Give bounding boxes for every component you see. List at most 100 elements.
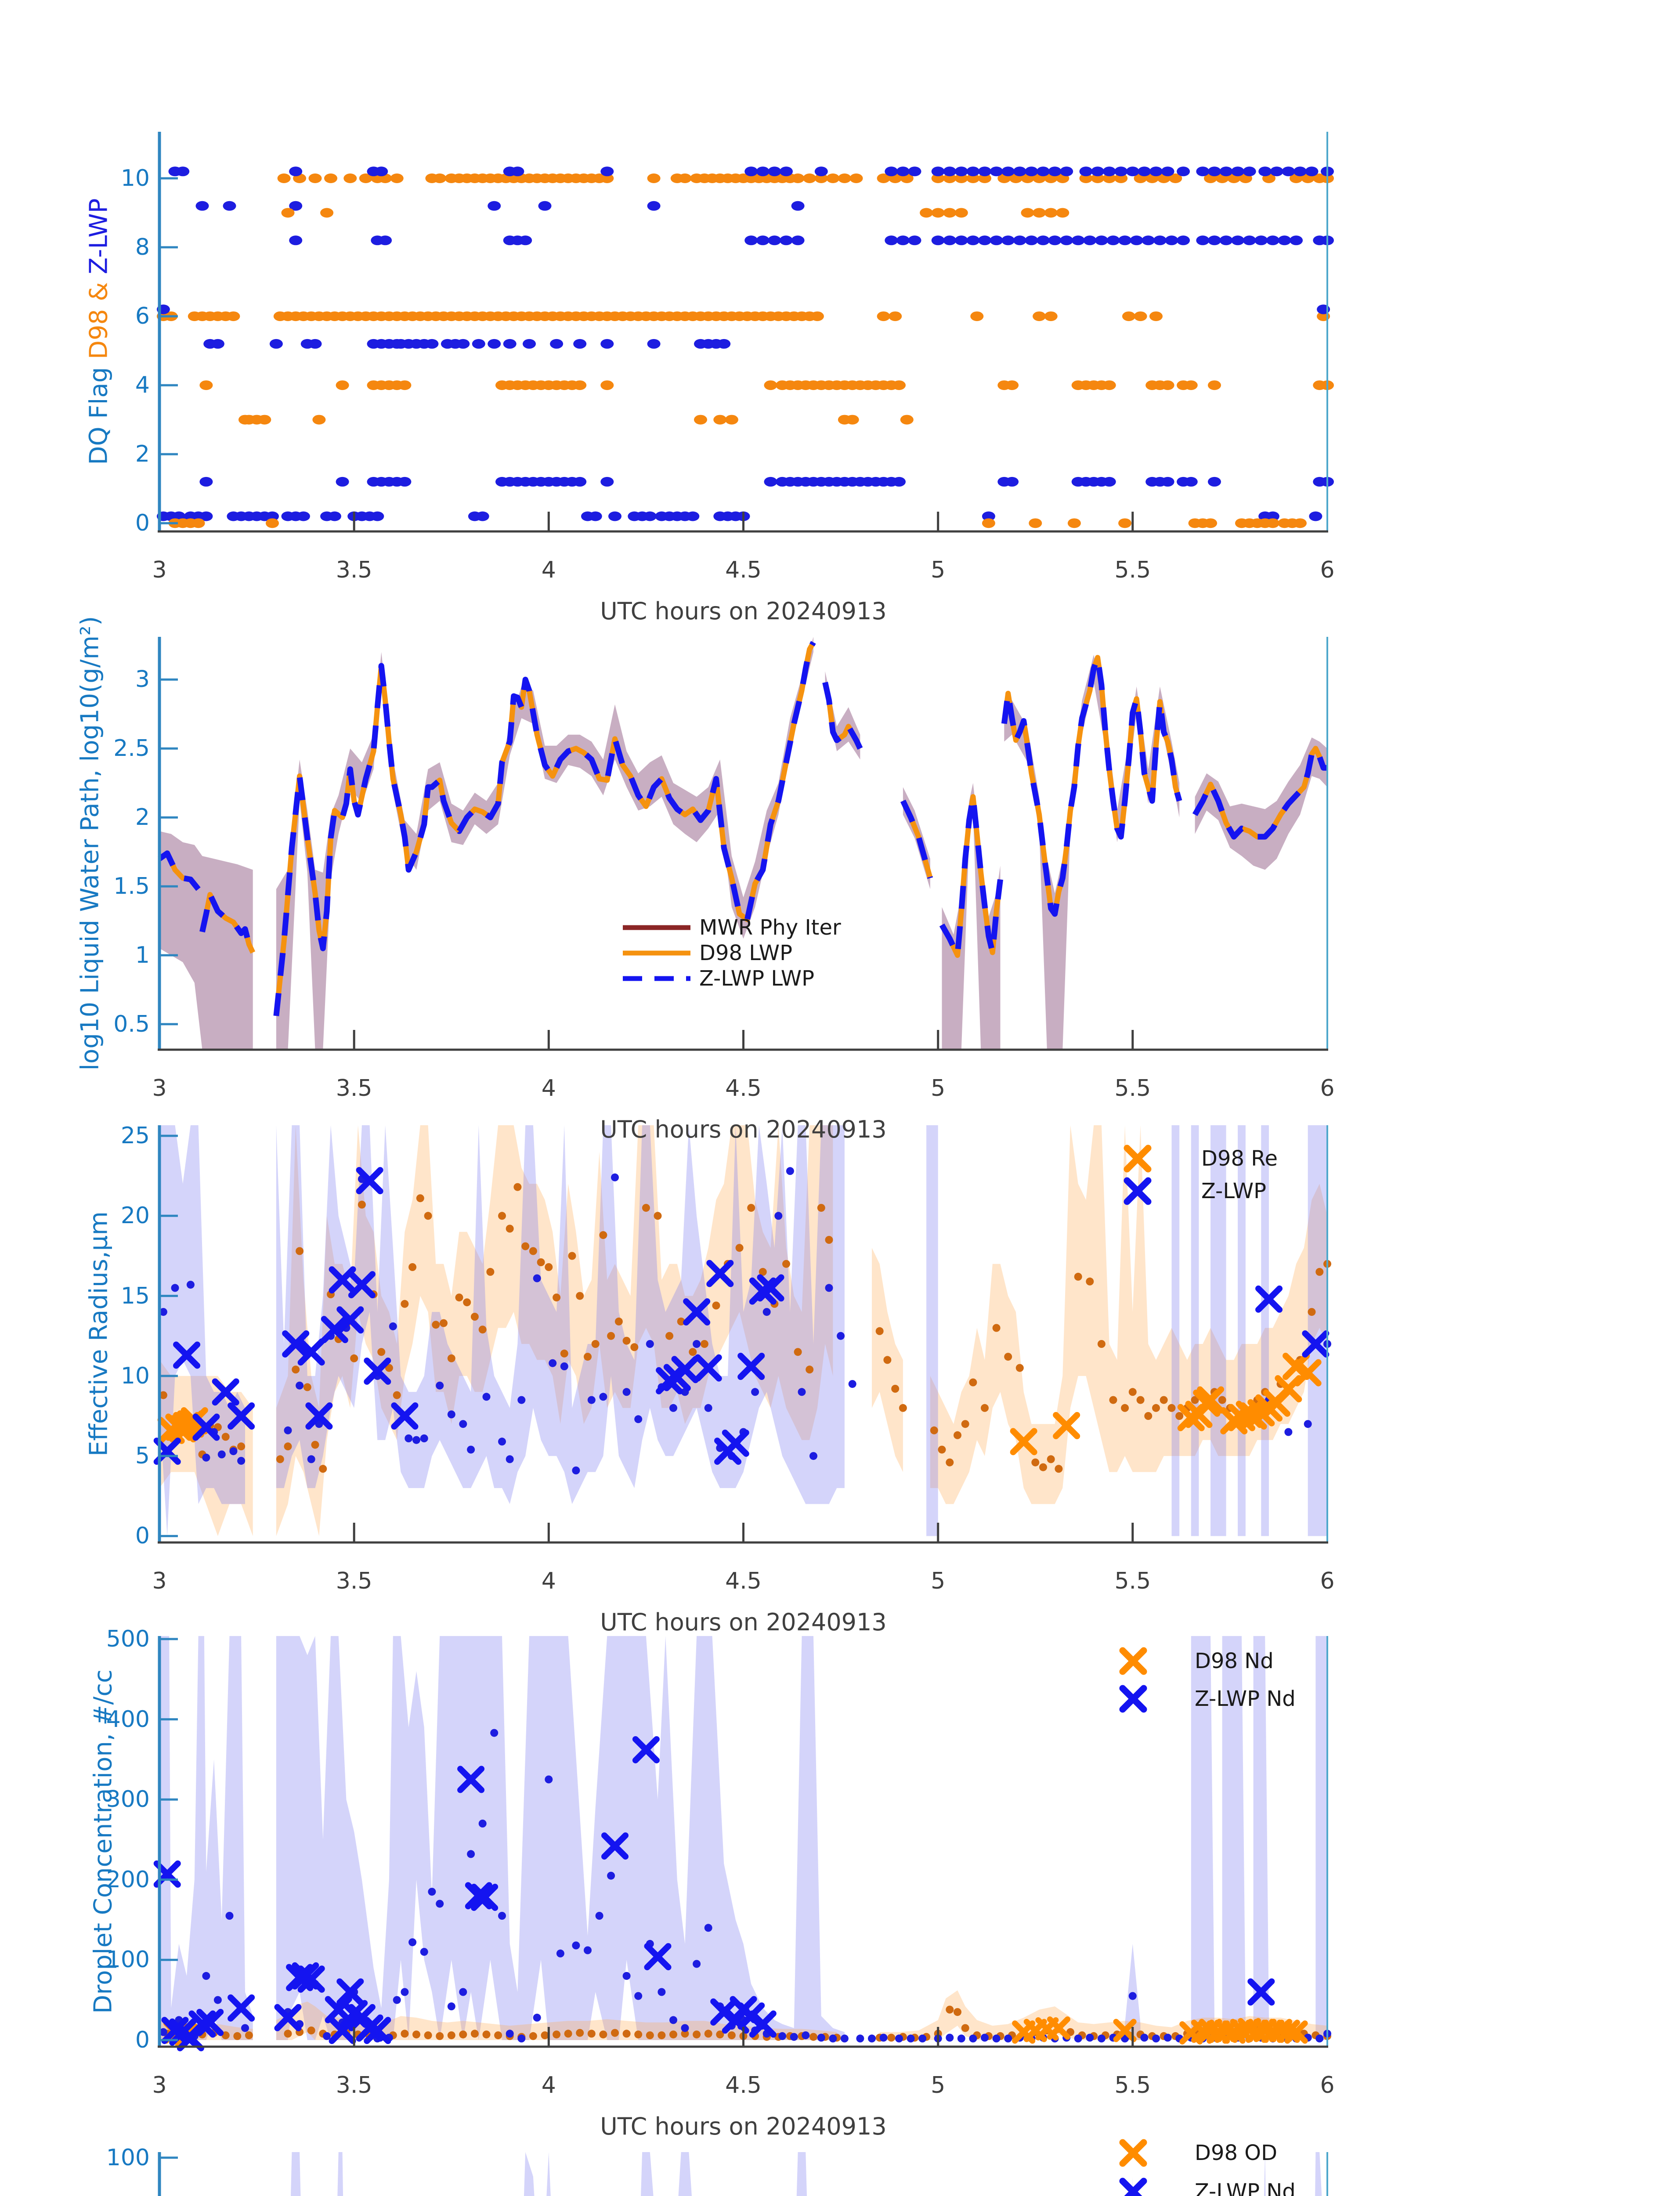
cross-marker-p2-1 (1255, 1285, 1283, 1313)
scatter-dot-p2-0 (954, 1431, 961, 1439)
dq-flag-dot-p0-row12 (1067, 518, 1081, 528)
scatter-dot-p2-0 (303, 1383, 311, 1391)
dq-flag-dot-p0-row1 (1037, 166, 1050, 177)
scatter-dot-p3-0 (541, 2031, 549, 2040)
scatter-dot-p2-0 (1315, 1268, 1324, 1276)
scatter-dot-p3-1 (202, 1972, 210, 1980)
scatter-dot-p3-1 (1097, 2034, 1106, 2043)
dq-flag-dot-p0-row4 (1290, 235, 1303, 246)
dq-flag-dot-p0-row0 (1079, 173, 1093, 183)
scatter-dot-p2-0 (1160, 1396, 1168, 1404)
scatter-dot-p2-1 (848, 1380, 856, 1388)
scatter-dot-p2-0 (642, 1204, 650, 1212)
scatter-dot-p3-1 (1086, 2033, 1094, 2042)
scatter-dot-p2-0 (506, 1224, 514, 1233)
y-tick-label-p0: 10 (120, 165, 150, 191)
dq-flag-dot-p0-row4 (1060, 235, 1073, 246)
dq-flag-dot-p0-row0 (647, 173, 661, 183)
cross-marker-p2-1 (757, 1274, 784, 1302)
dq-flag-dot-p0-row4 (1048, 235, 1062, 246)
dq-flag-dot-p0-row1 (1293, 166, 1307, 177)
scatter-dot-p2-1 (517, 1396, 526, 1404)
scatter-dot-p2-0 (891, 1385, 900, 1393)
scatter-dot-p2-0 (432, 1321, 440, 1329)
scatter-dot-p2-0 (614, 1317, 623, 1326)
x-tick-label-p3: 3 (152, 2072, 167, 2098)
dq-flag-dot-p0-row8 (764, 380, 777, 390)
dq-flag-dot-p0-row1 (814, 166, 828, 177)
x-tick-label-p2: 3.5 (336, 1568, 372, 1594)
dq-flag-dot-p0-row9 (258, 415, 271, 425)
scatter-dot-p2-0 (576, 1292, 584, 1300)
scatter-dot-p3-1 (517, 2034, 526, 2043)
x-tick-label-p0: 4.5 (725, 557, 762, 583)
dq-flag-dot-p0-row1 (1013, 166, 1026, 177)
dq-flag-dot-p0-row8 (892, 380, 906, 390)
dq-flag-dot-p0-row4 (1025, 235, 1038, 246)
dq-flag-dot-p0-row12 (1204, 518, 1218, 528)
dq-flag-dot-p0-row11 (1309, 511, 1322, 521)
scatter-dot-p2-0 (296, 1247, 304, 1255)
scatter-dot-p3-1 (467, 1850, 475, 1858)
scatter-dot-p2-0 (700, 1340, 708, 1348)
scatter-dot-p3-0 (284, 2030, 292, 2038)
dq-flag-dot-p0-row11 (1266, 511, 1279, 521)
cross-marker-p2-1 (228, 1402, 255, 1430)
uncertainty-band-p3-1 (276, 2001, 837, 2040)
y-axis-label-p0: DQ Flag D98 & Z-LWP (85, 199, 113, 465)
dq-flag-dot-p0-row3 (943, 208, 957, 218)
y-tick-label-p0: 4 (135, 372, 150, 399)
scatter-dot-p2-1 (798, 1388, 806, 1396)
uncertainty-band-p3-0 (1253, 1636, 1269, 2040)
cross-marker-p3-1 (188, 2010, 216, 2038)
scatter-dot-p2-0 (545, 1263, 553, 1271)
uncertainty-band-p3-0 (1222, 1636, 1246, 2040)
dq-flag-dot-p0-row7 (573, 339, 587, 349)
scatter-dot-p3-1 (879, 2033, 888, 2042)
dq-flag-dot-p0-row0 (1102, 173, 1116, 183)
scatter-dot-p2-0 (1055, 1465, 1063, 1473)
y-tick-label-p3: 0 (135, 2027, 150, 2054)
y-tick-label-p3: 100 (106, 1947, 150, 1973)
dq-flag-dot-p0-row7 (472, 339, 485, 349)
scatter-dot-p3-0 (233, 2032, 242, 2040)
x-tick-label-p1: 3.5 (336, 1075, 372, 1102)
scatter-dot-p2-0 (584, 1353, 592, 1361)
x-tick-label-p2: 5 (931, 1568, 946, 1594)
scatter-dot-p2-1 (436, 1381, 444, 1390)
scatter-dot-p3-1 (778, 2032, 787, 2040)
dq-flag-dot-p0-row8 (1208, 380, 1221, 390)
dq-flag-dot-p0-row0 (877, 173, 890, 183)
dq-flag-dot-p0-row0 (966, 173, 980, 183)
x-tick-label-p0: 6 (1320, 557, 1335, 583)
scatter-dot-p3-0 (576, 2029, 584, 2037)
dq-flag-dot-p0-row3 (1056, 208, 1069, 218)
scatter-dot-p2-0 (969, 1378, 977, 1387)
scatter-dot-p2-0 (1047, 1455, 1055, 1463)
scatter-dot-p3-1 (420, 1948, 428, 1956)
legend-label-p2-0: D98 Re (1201, 1146, 1278, 1171)
legend-cross-sample-p4-1 (1119, 2178, 1147, 2196)
scatter-dot-p2-1 (459, 1420, 467, 1428)
scatter-dot-p3-0 (587, 2030, 596, 2038)
dq-flag-dot-p0-row1 (1305, 166, 1319, 177)
dq-flag-dot-p0-row4 (379, 235, 392, 246)
cross-marker-p2-1 (356, 1167, 383, 1195)
scatter-dot-p3-0 (954, 2008, 961, 2016)
scatter-dot-p2-0 (665, 1332, 674, 1340)
uncertainty-band-p3-0 (1191, 1636, 1214, 2040)
dq-flag-dot-p0-row7 (550, 339, 564, 349)
x-tick-label-p2: 3 (152, 1568, 167, 1594)
dq-flag-dot-p0-row4 (1208, 235, 1221, 246)
scatter-dot-p3-0 (221, 2031, 230, 2040)
scatter-dot-p2-0 (513, 1183, 522, 1191)
dq-flag-dot-p0-row8 (1161, 380, 1174, 390)
dq-flag-dot-p0-row4 (1118, 235, 1132, 246)
scatter-dot-p2-0 (782, 1260, 790, 1268)
scatter-dot-p3-1 (946, 2033, 954, 2042)
dq-flag-dot-p0-row0 (324, 173, 337, 183)
scatter-dot-p3-0 (658, 2031, 666, 2040)
legend-label-p1-0: MWR Phy Iter (699, 915, 841, 940)
scatter-dot-p3-0 (482, 2030, 491, 2039)
legend-cross-sample-p2-1 (1124, 1177, 1152, 1205)
